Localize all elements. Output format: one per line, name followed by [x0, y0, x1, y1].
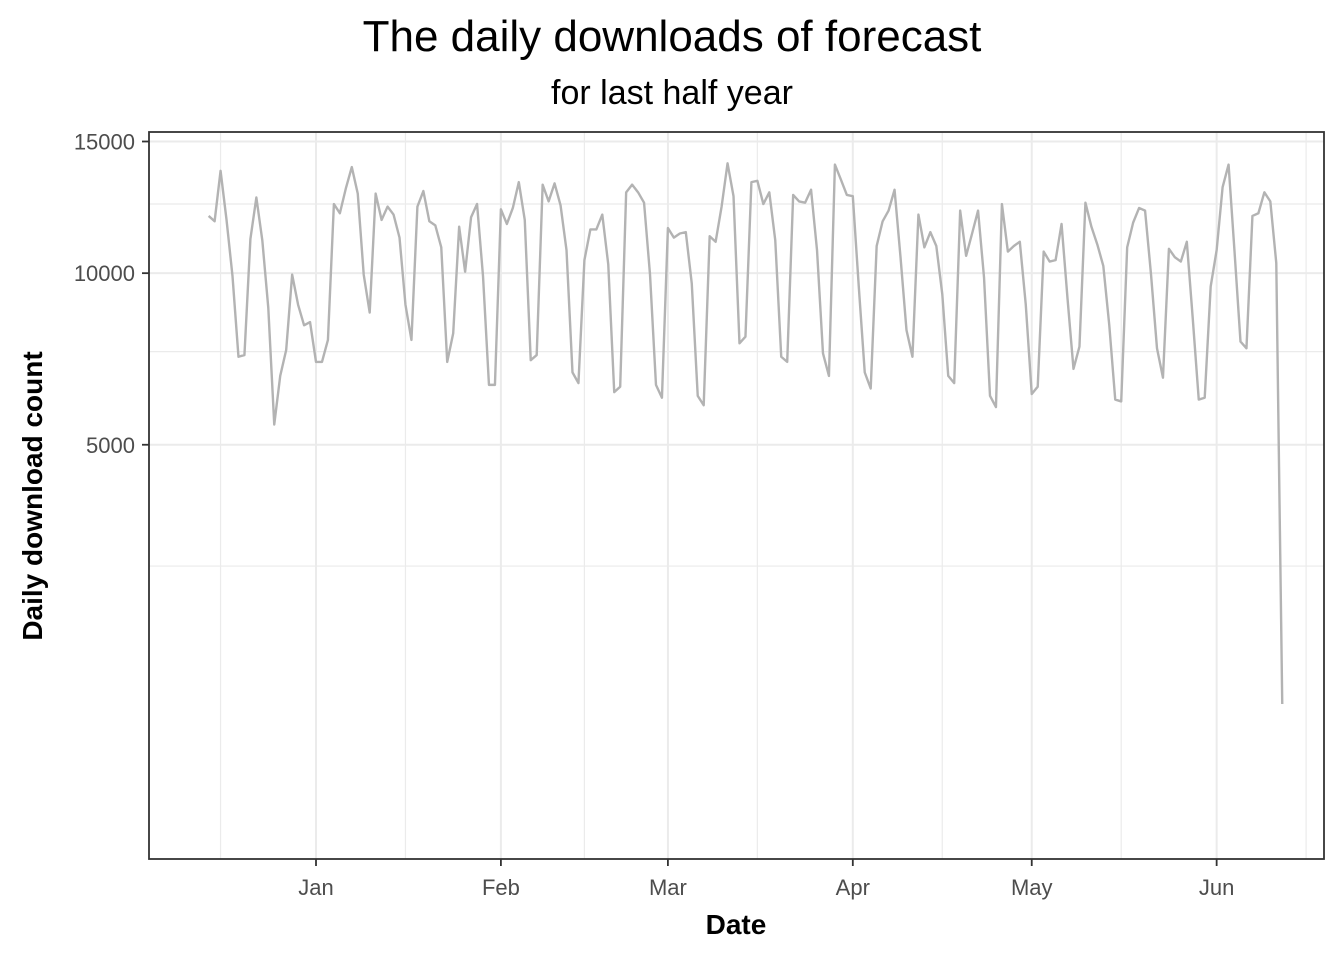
x-tick-label: Mar [649, 875, 687, 900]
minor-gridlines [149, 132, 1324, 859]
plot-panel-border [148, 131, 1325, 860]
x-axis-title: Date [706, 909, 767, 940]
y-axis: 5000 10000 15000 [74, 130, 149, 458]
x-tick-label: Jun [1199, 875, 1234, 900]
daily-downloads-line [207, 162, 1284, 705]
chart-subtitle: for last half year [551, 74, 793, 112]
x-axis: Jan Feb Mar Apr May Jun [298, 859, 1234, 900]
y-tick-label: 5000 [86, 433, 135, 458]
y-tick-label: 10000 [74, 261, 135, 286]
x-tick-label: Feb [482, 875, 520, 900]
x-tick-label: Jan [298, 875, 333, 900]
chart-title: The daily downloads of forecast [362, 12, 982, 61]
y-axis-title: Daily download count [17, 351, 48, 640]
y-tick-label: 15000 [74, 130, 135, 155]
x-tick-label: Apr [836, 875, 870, 900]
x-tick-label: May [1011, 875, 1053, 900]
major-gridlines [149, 132, 1324, 859]
